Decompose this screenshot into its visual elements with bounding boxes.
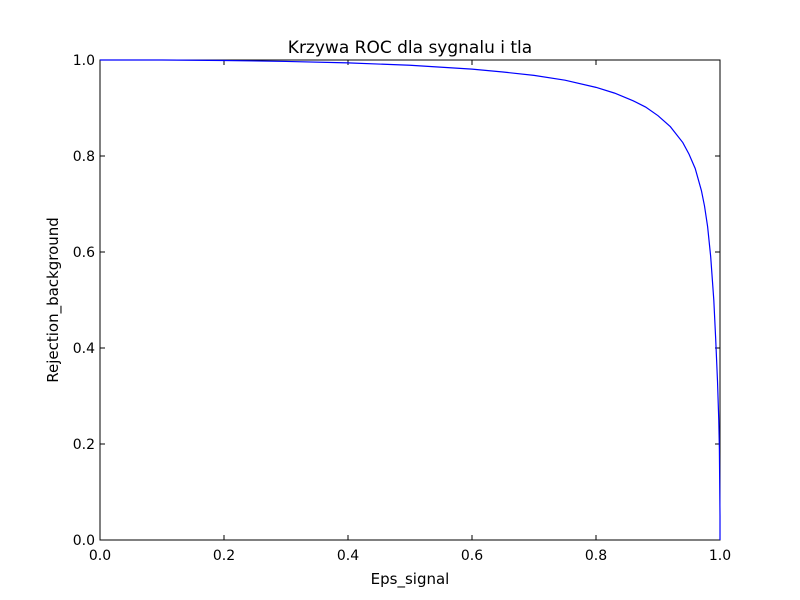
x-tick-labels: 0.0 0.2 0.4 0.6 0.8 1.0 — [89, 548, 731, 564]
x-tick-label: 0.4 — [337, 548, 359, 564]
y-tick-label: 0.6 — [73, 245, 95, 261]
y-tick-label: 0.2 — [73, 437, 95, 453]
x-tick-label: 0.0 — [89, 548, 111, 564]
x-axis-title: Eps_signal — [371, 570, 450, 589]
y-tick-label: 0.0 — [73, 533, 95, 549]
x-tick-label: 0.6 — [461, 548, 483, 564]
x-tick-label: 1.0 — [709, 548, 731, 564]
y-tick-label: 0.4 — [73, 341, 95, 357]
y-tick-labels: 0.0 0.2 0.4 0.6 0.8 1.0 — [73, 53, 95, 549]
y-axis-title: Rejection_background — [44, 217, 63, 383]
y-tick-label: 0.8 — [73, 149, 95, 165]
y-tick-label: 1.0 — [73, 53, 95, 69]
chart-title: Krzywa ROC dla sygnalu i tla — [288, 38, 532, 58]
roc-curve-line — [100, 59, 721, 540]
x-tick-label: 0.8 — [585, 548, 607, 564]
x-tick-label: 0.2 — [213, 548, 235, 564]
plot-frame — [99, 59, 721, 541]
